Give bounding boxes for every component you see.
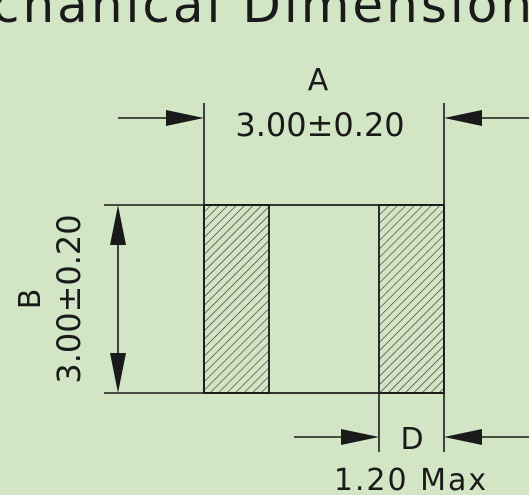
left-terminal xyxy=(203,204,270,394)
dimension-b-letter: B xyxy=(13,289,48,310)
dimension-d-value: 1.20 Max xyxy=(334,463,488,495)
dimension-d: D 1.20 Max xyxy=(294,393,529,495)
dimension-a-arrow-left xyxy=(166,110,204,126)
dimension-b: B 3.00±0.20 xyxy=(13,204,204,394)
dimension-d-arrow-right xyxy=(444,429,482,445)
dimension-a-arrow-right xyxy=(444,110,482,126)
drawing-title: chanical Dimension xyxy=(0,0,529,34)
dimension-b-arrow-top xyxy=(110,205,126,245)
dimension-a-value: 3.00±0.20 xyxy=(235,106,404,144)
dimension-a-letter: A xyxy=(308,63,329,98)
dimension-d-arrow-left xyxy=(341,429,379,445)
dimension-b-value: 3.00±0.20 xyxy=(50,214,88,383)
dimension-d-letter: D xyxy=(400,422,423,457)
right-terminal xyxy=(378,204,445,394)
dimension-b-arrow-bottom xyxy=(110,353,126,393)
dimension-a: A 3.00±0.20 xyxy=(118,63,529,205)
